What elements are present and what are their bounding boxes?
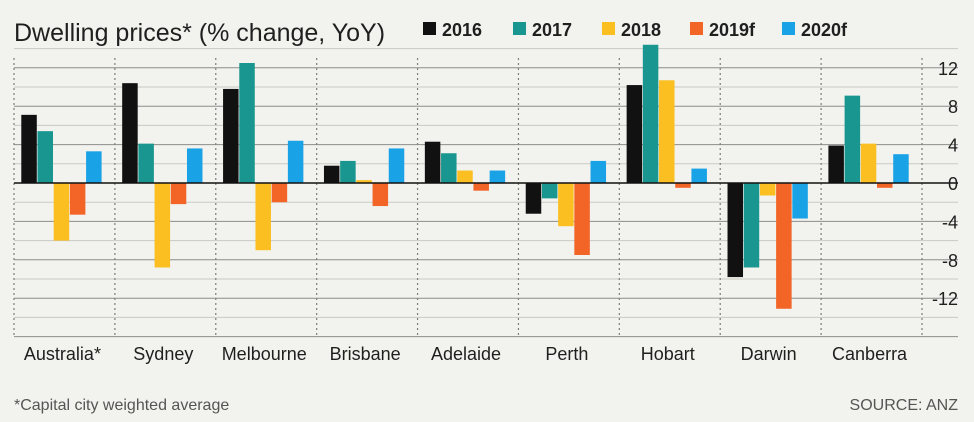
- x-tick-label: Sydney: [133, 344, 193, 364]
- bar-2016-australia: [21, 114, 37, 183]
- bar-2018-sydney: [154, 183, 171, 268]
- legend-label-2016: 2016: [442, 20, 482, 40]
- bar-2019f-hobart: [675, 183, 691, 188]
- bar-2020f-perth: [590, 160, 607, 183]
- bar-2020f-adelaide: [489, 170, 506, 183]
- bar-2020f-sydney: [186, 148, 203, 183]
- bar-2016-adelaide: [424, 141, 441, 183]
- y-tick-label: 4: [948, 136, 958, 156]
- y-axis-ticks: 12 8 4 0 -4 -8 -12: [932, 59, 958, 309]
- bar-2017-hobart: [642, 44, 659, 184]
- bar-2019f-perth: [574, 183, 590, 255]
- legend-swatch-2017: [513, 22, 526, 35]
- bar-2017-melbourne: [239, 63, 255, 183]
- bar-2016-brisbane: [323, 165, 340, 183]
- bar-2018-melbourne: [255, 183, 271, 251]
- bar-2018-brisbane: [356, 180, 372, 183]
- bar-2019f-adelaide: [473, 183, 489, 191]
- bar-2020f-brisbane: [388, 148, 405, 183]
- bar-2017-australia: [37, 131, 53, 183]
- bar-2017-sydney: [138, 143, 154, 183]
- category-separators: [13, 58, 923, 336]
- legend-label-2017: 2017: [532, 20, 572, 40]
- bar-2020f-darwin: [792, 183, 808, 219]
- bar-2019f-sydney: [170, 183, 187, 205]
- x-tick-label: Australia*: [24, 344, 101, 364]
- bar-2018-canberra: [860, 143, 877, 183]
- bar-2017-perth: [541, 183, 558, 199]
- legend: 2016 2017 2018 2019f 2020f: [423, 20, 848, 40]
- bar-2017-brisbane: [340, 160, 356, 183]
- x-tick-label: Canberra: [832, 344, 908, 364]
- x-tick-label: Brisbane: [330, 344, 401, 364]
- bar-2018-perth: [558, 183, 574, 227]
- bar-2020f-australia: [86, 151, 102, 183]
- chart-title: Dwelling prices* (% change, YoY): [14, 19, 385, 47]
- footnote: *Capital city weighted average: [14, 397, 229, 414]
- bar-2019f-canberra: [877, 183, 893, 188]
- bar-2019f-melbourne: [271, 183, 288, 203]
- bar-2016-melbourne: [223, 88, 239, 183]
- bar-2017-canberra: [844, 95, 861, 183]
- y-tick-label: 12: [938, 59, 958, 79]
- x-tick-label: Melbourne: [222, 344, 307, 364]
- bar-2019f-brisbane: [372, 183, 389, 207]
- legend-label-2019f: 2019f: [709, 20, 756, 40]
- y-tick-label: 8: [948, 97, 958, 117]
- legend-swatch-2019f: [690, 22, 703, 35]
- legend-label-2020f: 2020f: [801, 20, 848, 40]
- y-tick-label: -8: [942, 251, 958, 271]
- legend-swatch-2020f: [782, 22, 795, 35]
- bar-2016-sydney: [122, 83, 138, 183]
- bar-2018-australia: [53, 183, 70, 241]
- y-tick-label: 0: [948, 174, 958, 194]
- source-note: SOURCE: ANZ: [850, 397, 959, 414]
- bar-2016-perth: [525, 183, 542, 214]
- bar-2016-darwin: [727, 183, 744, 278]
- legend-label-2018: 2018: [621, 20, 661, 40]
- bar-2016-hobart: [626, 85, 643, 183]
- bar-2020f-melbourne: [287, 140, 304, 183]
- bar-2019f-australia: [69, 183, 86, 215]
- bar-2019f-darwin: [776, 183, 792, 309]
- bar-2020f-canberra: [893, 154, 909, 183]
- bar-2018-hobart: [659, 80, 675, 183]
- x-axis-labels: Australia* Sydney Melbourne Brisbane Adelaid…: [24, 344, 908, 364]
- y-tick-label: -12: [932, 289, 958, 309]
- legend-swatch-2016: [423, 22, 436, 35]
- legend-swatch-2018: [602, 22, 615, 35]
- x-tick-label: Hobart: [641, 344, 695, 364]
- x-tick-label: Perth: [545, 344, 588, 364]
- x-tick-label: Adelaide: [431, 344, 501, 364]
- bar-2018-adelaide: [457, 170, 473, 183]
- bar-2016-canberra: [828, 145, 844, 183]
- bar-2017-adelaide: [441, 153, 457, 183]
- y-tick-label: -4: [942, 212, 958, 232]
- horizontal-gridlines: [14, 48, 958, 338]
- bars: [21, 44, 909, 309]
- bar-2017-darwin: [743, 183, 760, 268]
- x-tick-label: Darwin: [741, 344, 797, 364]
- bar-2020f-hobart: [691, 168, 707, 183]
- bar-2018-darwin: [759, 183, 776, 196]
